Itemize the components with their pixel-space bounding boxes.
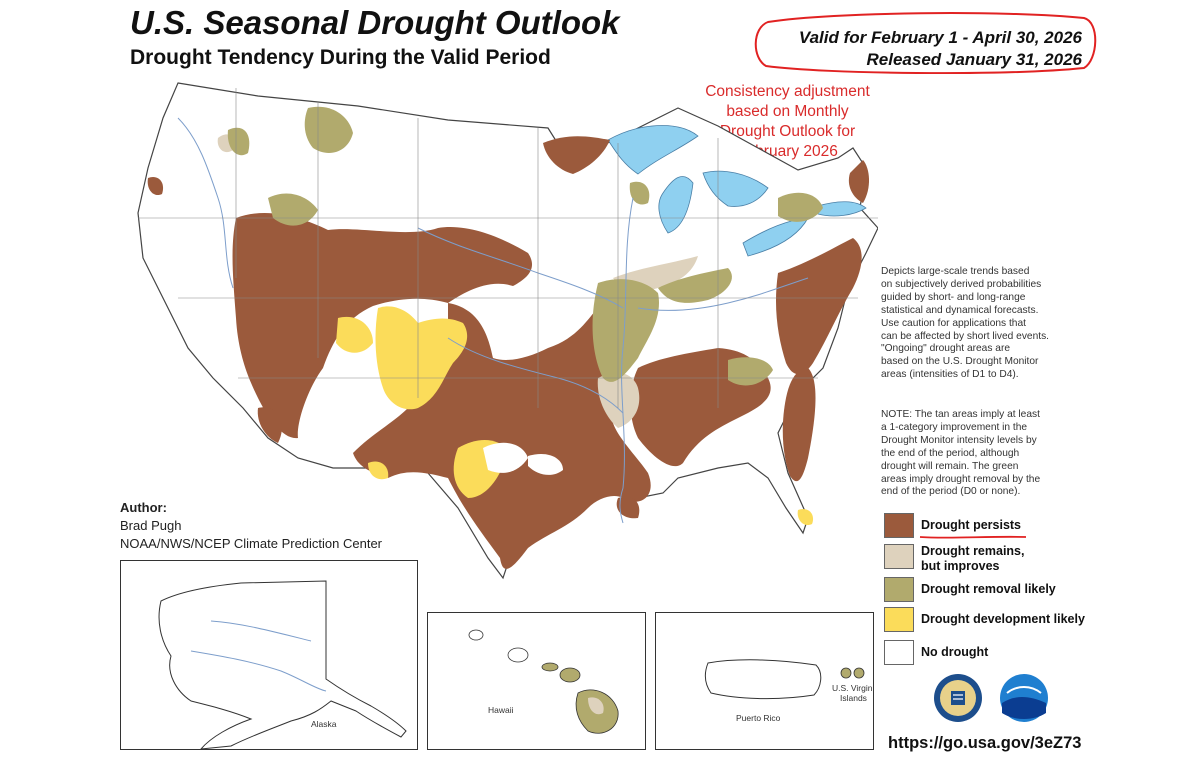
note-line: a 1-category improvement in the xyxy=(881,421,1028,433)
puerto-rico-label: Puerto Rico xyxy=(736,713,781,723)
puerto-rico-map xyxy=(704,659,865,700)
legend-label: Drought remains, xyxy=(921,544,1025,558)
red-underline-annotation xyxy=(919,535,1027,539)
description-line: can be affected by short lived events. xyxy=(881,330,1050,342)
alaska-label: Alaska xyxy=(311,719,337,729)
legend-swatch xyxy=(884,544,914,569)
puerto-rico-inset: Puerto Rico U.S. Virgin Islands xyxy=(655,612,874,750)
description-line: based on the U.S. Drought Monitor xyxy=(881,356,1039,368)
description-text: Depicts large-scale trends based on subj… xyxy=(881,266,1103,382)
description-line: statistical and dynamical forecasts. xyxy=(881,304,1039,316)
note-text: NOTE: The tan areas imply at least a 1-c… xyxy=(881,409,1103,499)
rivers xyxy=(177,117,809,524)
consistency-annotation: Consistency adjustment based on Monthly … xyxy=(680,82,895,162)
description-line: guided by short- and long-range xyxy=(881,291,1026,303)
legend-label: Drought removal likely xyxy=(921,582,1056,596)
alaska-inset: Alaska xyxy=(120,560,418,750)
drought-development-areas xyxy=(336,306,814,526)
author-block: Author: Brad Pugh NOAA/NWS/NCEP Climate … xyxy=(120,499,382,553)
legend-swatch xyxy=(884,607,914,632)
note-line: drought will remain. The green xyxy=(881,460,1019,472)
author-org: NOAA/NWS/NCEP Climate Prediction Center xyxy=(120,536,383,551)
red-circle-annotation xyxy=(754,12,1097,74)
legend-swatch xyxy=(884,640,914,665)
legend-label: No drought xyxy=(921,645,989,659)
description-line: on subjectively derived probabilities xyxy=(881,278,1042,290)
release-date-text: Released January 31, 2026 xyxy=(866,50,1082,69)
consistency-line: Consistency adjustment xyxy=(705,83,870,100)
hawaii-inset: Hawaii xyxy=(427,612,646,750)
drought-persists-areas xyxy=(147,136,870,569)
map-title: U.S. Seasonal Drought Outlook xyxy=(130,4,620,41)
author-name: Brad Pugh xyxy=(120,518,182,533)
consistency-line: Drought Outlook for xyxy=(719,123,856,140)
conus-map xyxy=(137,82,878,580)
legend-label: but improves xyxy=(921,559,1000,573)
legend-swatch xyxy=(884,577,914,602)
usvi-label: U.S. Virgin xyxy=(832,683,873,693)
legend-label: Drought development likely xyxy=(921,612,1085,626)
noaa-logo-icon xyxy=(1000,674,1048,722)
note-line: end of the period (D0 or none). xyxy=(881,486,1021,498)
note-line: Drought Monitor intensity levels by xyxy=(881,434,1037,446)
description-line: Depicts large-scale trends based xyxy=(881,266,1030,277)
drought-removal-areas xyxy=(227,106,823,386)
state-boundaries xyxy=(138,88,878,408)
author-heading: Author: xyxy=(120,500,167,515)
note-line: areas imply drought removal by the xyxy=(881,473,1041,485)
source-url[interactable]: https://go.usa.gov/3eZ73 xyxy=(888,734,1082,752)
conus-outline xyxy=(137,82,878,580)
no-drought-holes xyxy=(483,442,563,475)
consistency-line: based on Monthly xyxy=(726,103,849,120)
description-line: "Ongoing" drought areas are xyxy=(881,343,1011,355)
validity-box: Valid for February 1 - April 30, 2026 Re… xyxy=(754,12,1098,74)
legend-label: Drought persists xyxy=(921,518,1022,532)
hawaii-map xyxy=(468,629,619,734)
department-of-commerce-seal-icon xyxy=(934,674,982,722)
description-line: areas (intensities of D1 to D4). xyxy=(881,369,1019,381)
valid-period-text: Valid for February 1 - April 30, 2026 xyxy=(798,28,1082,47)
note-line: NOTE: The tan areas imply at least xyxy=(881,409,1040,420)
description-line: Use caution for applications that xyxy=(881,317,1026,329)
alaska-map xyxy=(158,580,407,750)
note-line: the end of the period, although xyxy=(881,447,1020,459)
legend-swatch xyxy=(884,513,914,538)
usvi-label: Islands xyxy=(840,693,867,703)
map-subtitle: Drought Tendency During the Valid Period xyxy=(130,46,551,69)
hawaii-label: Hawaii xyxy=(488,705,514,715)
